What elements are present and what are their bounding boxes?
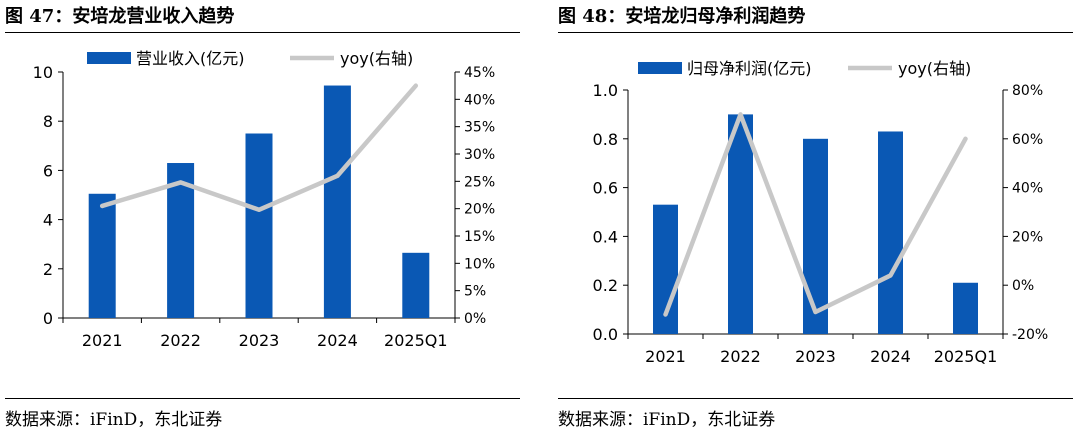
right-axis-tick-label: 40% [464,92,495,108]
left-axis-tick-label: 10 [33,63,53,82]
legend-line-label: yoy(右轴) [340,49,413,68]
x-axis-tick-label: 2022 [160,331,201,350]
left-axis-tick-label: 4 [43,211,53,230]
x-axis-tick-label: 2023 [239,331,280,350]
bar [402,252,430,318]
right-axis-tick-label: 25% [464,174,495,190]
legend-bar-swatch [87,52,131,64]
right-axis-tick-label: 35% [464,120,495,136]
bar [323,85,351,318]
bar [953,282,978,334]
x-axis-tick-label: 2024 [870,347,911,366]
net-profit-chart: 0.0 0.2 0.4 0.6 0.8 1.0 -20% 0% 20% 40% 60% 80% 2021… [593,59,1049,366]
right-axis-tick-label: 15% [464,229,495,245]
left-axis-tick-label: 0.6 [593,179,618,198]
x-axis-tick-label: 2022 [720,347,761,366]
left-axis-tick-label: 0.4 [593,227,618,246]
chart-panel-revenue: 图 47：安培龙营业收入趋势 0 2 4 6 8 10 0% 5% 10% 15% 20% 25% 30… [5,0,525,435]
right-axis-tick-label: 5% [464,284,486,300]
left-axis-tick-label: 6 [43,161,53,180]
right-axis-tick-label: 0% [464,311,486,327]
right-axis-tick-label: 80% [1012,83,1043,99]
x-axis-tick-label: 2025Q1 [384,331,448,350]
right-axis-tick-label: -20% [1012,327,1048,343]
left-axis-tick-label: 0.8 [593,130,618,149]
figure-title: 图 48：安培龙归母净利润趋势 [558,6,806,27]
bar [88,193,116,318]
title-rule [5,32,520,33]
right-axis-tick-label: 60% [1012,132,1043,148]
figure-title: 图 47：安培龙营业收入趋势 [5,6,235,27]
right-axis-tick-label: 30% [464,147,495,163]
right-axis-tick-label: 45% [464,65,495,81]
bar [245,133,273,318]
x-axis-tick-label: 2025Q1 [934,347,998,366]
yoy-line [99,83,419,213]
chart-panel-net-profit: 图 48：安培龙归母净利润趋势 0.0 0.2 0.4 0.6 0.8 1.0 -20% 0%… [558,0,1078,435]
bar [167,163,195,318]
source-rule [5,398,520,399]
left-axis-tick-label: 2 [43,260,53,279]
legend-line-label: yoy(右轴) [898,59,971,78]
source-note: 数据来源：iFinD，东北证券 [558,410,776,430]
left-axis-tick-label: 0.0 [593,325,618,344]
legend-bar-label: 营业收入(亿元) [136,49,245,68]
left-axis-tick-label: 0.2 [593,276,618,295]
source-note: 数据来源：iFinD，东北证券 [5,410,223,430]
legend-bar-label: 归母净利润(亿元) [687,59,812,78]
bar [878,131,903,334]
bar [803,138,828,334]
x-axis-tick-label: 2023 [795,347,836,366]
source-rule [558,398,1073,399]
x-axis-tick-label: 2021 [645,347,686,366]
right-axis-tick-label: 10% [464,256,495,272]
left-axis-tick-label: 1.0 [593,81,618,100]
x-axis-tick-label: 2021 [82,331,123,350]
revenue-chart: 0 2 4 6 8 10 0% 5% 10% 15% 20% 25% 30% 35% 40% 45% 2021 2… [33,49,495,350]
bar [728,114,753,335]
left-axis-tick-label: 0 [43,309,53,328]
title-rule [558,32,1073,33]
right-axis-tick-label: 0% [1012,278,1034,294]
right-axis-tick-label: 20% [464,202,495,218]
left-axis-tick-label: 8 [43,112,53,131]
yoy-line [663,112,968,317]
right-axis-tick-label: 40% [1012,181,1043,197]
right-axis-tick-label: 20% [1012,229,1043,245]
x-axis-tick-label: 2024 [317,331,358,350]
legend-bar-swatch [638,62,682,74]
